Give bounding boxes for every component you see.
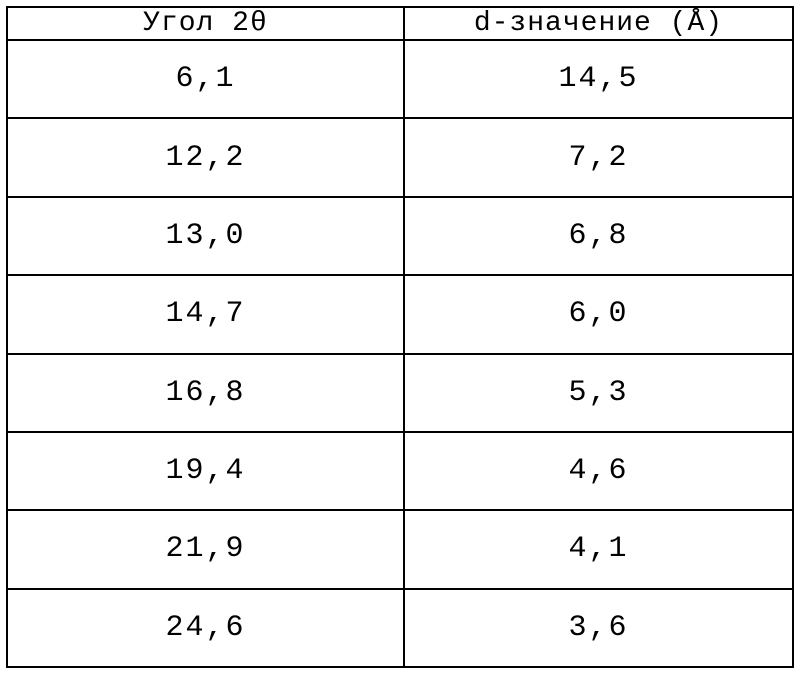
d-value-cell: 6,0 <box>402 274 795 355</box>
d-value-cell: 5,3 <box>402 352 795 433</box>
d-value-header: d-значение (Å) <box>402 6 795 41</box>
table-row: 16,8 5,3 <box>6 352 795 433</box>
d-value-cell: 6,8 <box>402 195 795 277</box>
d-value-cell: 7,2 <box>402 117 795 198</box>
header-row: Угол 2θ d-значение (Å) <box>6 6 795 41</box>
angle-cell: 12,2 <box>6 117 405 198</box>
angle-cell: 6,1 <box>6 38 405 120</box>
angle-cell: 19,4 <box>6 430 405 512</box>
angle-2theta-header: Угол 2θ <box>6 6 405 41</box>
angle-cell: 24,6 <box>6 587 405 669</box>
table-row: 21,9 4,1 <box>6 509 795 590</box>
table-row: 6,1 14,5 <box>6 38 795 120</box>
angle-cell: 21,9 <box>6 509 405 590</box>
d-value-cell: 14,5 <box>402 38 795 120</box>
table-row: 14,7 6,0 <box>6 274 795 355</box>
d-value-cell: 4,6 <box>402 430 795 512</box>
table-row: 19,4 4,6 <box>6 430 795 512</box>
d-value-cell: 3,6 <box>402 587 795 669</box>
table-row: 24,6 3,6 <box>6 587 795 669</box>
angle-cell: 14,7 <box>6 274 405 355</box>
table-row: 13,0 6,8 <box>6 195 795 277</box>
table-row: 12,2 7,2 <box>6 117 795 198</box>
xrd-peak-table-container: Угол 2θ d-значение (Å) 6,1 14,5 12,2 7,2… <box>6 6 795 669</box>
d-value-cell: 4,1 <box>402 509 795 590</box>
angle-cell: 13,0 <box>6 195 405 277</box>
angle-cell: 16,8 <box>6 352 405 433</box>
xrd-peak-table: Угол 2θ d-значение (Å) 6,1 14,5 12,2 7,2… <box>6 6 795 669</box>
